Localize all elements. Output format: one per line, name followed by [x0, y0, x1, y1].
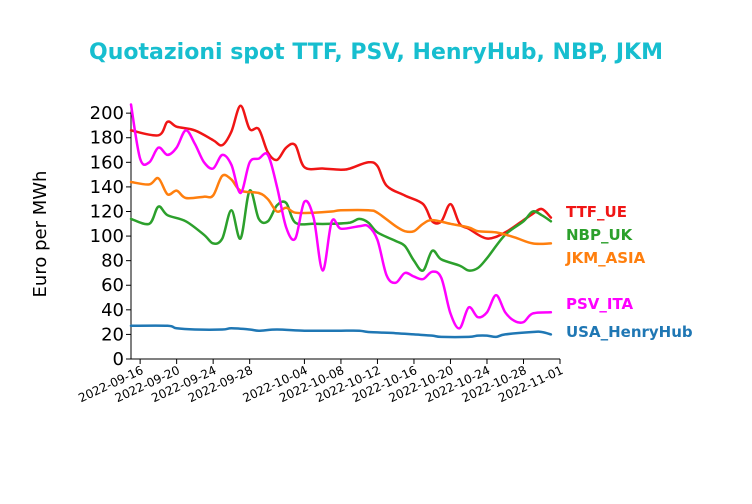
y-tick-label: 180	[90, 128, 124, 149]
series-label-psv-ita: PSV_ITA	[566, 295, 634, 313]
plot-area: 0204060801001201401601802002022-09-16202…	[76, 103, 693, 405]
y-tick-label: 160	[90, 152, 124, 173]
series-label-usa-henryhub: USA_HenryHub	[566, 323, 693, 341]
series-label-nbp-uk: NBP_UK	[566, 226, 634, 244]
series-line-nbp-uk	[129, 189, 553, 272]
series-label-ttf-ue: TTF_UE	[566, 203, 627, 221]
y-tick-label: 0	[113, 349, 124, 370]
series-label-jkm-asia: JKM_ASIA	[565, 249, 646, 267]
series-line-jkm-asia	[129, 173, 553, 246]
y-tick-label: 200	[90, 103, 124, 124]
series-line-usa-henryhub	[129, 324, 553, 339]
y-tick-label: 140	[90, 177, 124, 198]
y-tick-label: 100	[90, 226, 124, 247]
y-axis-label: Euro per MWh	[30, 171, 51, 298]
y-tick-label: 20	[101, 324, 124, 345]
y-tick-label: 60	[101, 275, 124, 296]
series-line-ttf-ue	[129, 104, 553, 240]
series-line-psv-ita	[129, 103, 553, 330]
y-tick-label: 80	[101, 251, 124, 272]
chart-title: Quotazioni spot TTF, PSV, HenryHub, NBP,…	[89, 40, 663, 65]
y-tick-label: 120	[90, 201, 124, 222]
y-tick-label: 40	[101, 300, 124, 321]
